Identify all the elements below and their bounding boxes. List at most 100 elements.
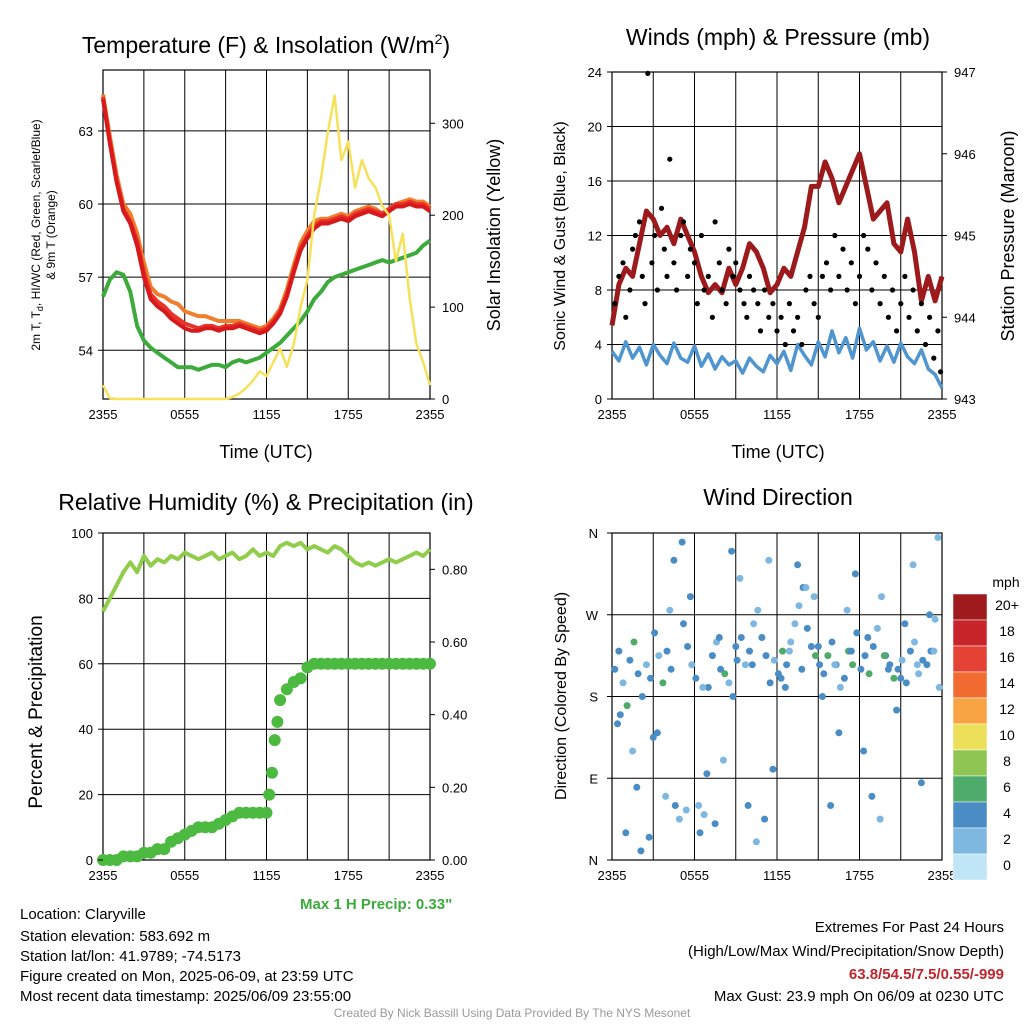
direction-point: [725, 679, 733, 687]
direction-point: [761, 815, 769, 823]
x-tick-label: 2355: [598, 407, 627, 422]
series-gust-point: [694, 301, 700, 307]
direction-point: [670, 556, 678, 564]
direction-point: [894, 665, 902, 673]
series-gust-point: [639, 273, 645, 279]
colorbar-swatch: [952, 671, 988, 699]
series-gust-point: [927, 314, 933, 320]
direction-point: [902, 679, 910, 687]
direction-point: [748, 661, 756, 669]
direction-point: [869, 643, 877, 650]
direction-point: [795, 602, 803, 610]
direction-point: [752, 838, 760, 846]
direction-point: [667, 665, 675, 673]
y-tick-label: 12: [588, 229, 602, 244]
direction-point: [675, 815, 683, 823]
direction-point: [868, 792, 876, 800]
series-gust-point: [881, 273, 887, 279]
colorbar-swatch: [952, 827, 988, 855]
colorbar-swatch: [952, 645, 988, 673]
series-gust-point: [757, 328, 764, 334]
y-tick-label: 100: [71, 526, 93, 541]
direction-point: [733, 656, 741, 664]
series-gust-point: [918, 301, 925, 307]
direction-point: [741, 661, 749, 669]
direction-point: [901, 620, 909, 628]
y2-tick-label: 300: [442, 116, 464, 131]
series-gust-point: [612, 301, 618, 307]
chart-title: Temperature (F) & Insolation (W/m2): [82, 31, 450, 58]
temperature-panel: 2355 0555 1155 1755 2355 54 57 60 63 0 100 200 300 Te…: [29, 31, 504, 462]
series-gust-point: [894, 328, 900, 334]
colorbar-swatch: [952, 801, 988, 829]
y-axis-label: Percent & Precipitation: [26, 615, 47, 808]
series-gust-point: [642, 301, 648, 307]
wind-panel: 2355 0555 1155 1755 235504812162024943944945…: [552, 24, 1018, 462]
series-precip-point: [274, 694, 287, 707]
y2-tick-label: 945: [954, 229, 976, 244]
extremes-values: 63.8/54.5/7.5/0.55/-999: [848, 966, 1004, 983]
direction-point: [732, 643, 740, 650]
direction-point: [729, 693, 737, 700]
y2-tick-label: 0.80: [442, 562, 467, 577]
y2-tick-label: 0.40: [442, 708, 467, 723]
x-tick-label: 0555: [680, 407, 709, 422]
direction-point: [913, 661, 921, 669]
direction-point: [890, 674, 898, 682]
series-gust-point: [645, 70, 651, 76]
y-tick-label: 20: [588, 120, 602, 135]
series-gust-point: [636, 219, 643, 225]
series-gust-point: [630, 246, 636, 252]
series-precip-point: [271, 715, 284, 728]
direction-point: [857, 665, 865, 673]
y-tick-label: N: [589, 526, 598, 541]
x-tick-label: 2355: [928, 407, 957, 422]
colorbar-level: 12: [999, 701, 1015, 717]
series-gust-point: [922, 341, 929, 348]
direction-point: [814, 643, 822, 650]
direction-point: [762, 652, 770, 660]
direction-point: [911, 638, 918, 646]
direction-point: [769, 765, 777, 773]
colorbar-swatch: [952, 749, 988, 777]
direction-point: [807, 643, 815, 650]
direction-point: [700, 811, 708, 819]
series-gust-point: [774, 328, 780, 334]
series-gust-point: [733, 260, 739, 266]
series-gust-point: [726, 246, 732, 252]
series-gust-point: [716, 260, 722, 266]
colorbar-label: mph: [992, 574, 1019, 590]
direction-point: [614, 720, 621, 728]
direction-point: [818, 693, 826, 700]
series-gust-point: [873, 260, 879, 266]
colorbar-swatch: [952, 775, 988, 803]
direction-point: [935, 683, 943, 691]
direction-point: [923, 661, 931, 669]
series-gust-point: [935, 328, 941, 334]
y-tick-label: 57: [79, 270, 93, 285]
series-gust-point: [910, 287, 916, 293]
y2-tick-label: 946: [954, 147, 976, 162]
series-gust-point: [719, 287, 725, 293]
series-gust-point: [685, 273, 691, 279]
direction-point: [781, 683, 789, 691]
direction-point: [777, 674, 785, 682]
series-gust-point: [865, 246, 871, 252]
series-gust-point: [671, 260, 677, 266]
direction-point: [770, 656, 778, 664]
direction-point: [876, 815, 884, 823]
direction-point: [917, 779, 925, 787]
direction-point: [906, 647, 914, 655]
series-gust-point: [902, 273, 908, 279]
series-gust-point: [658, 205, 665, 211]
direction-point: [680, 620, 687, 628]
direction-point: [909, 561, 917, 569]
colorbar-level: 20+: [995, 597, 1019, 613]
y-tick-label: N: [589, 853, 598, 868]
direction-point: [787, 638, 795, 646]
direction-point: [812, 652, 819, 660]
direction-point: [810, 593, 818, 601]
direction-point: [653, 729, 661, 737]
series-precip-point: [263, 788, 276, 801]
colorbar-level: 18: [999, 623, 1015, 639]
